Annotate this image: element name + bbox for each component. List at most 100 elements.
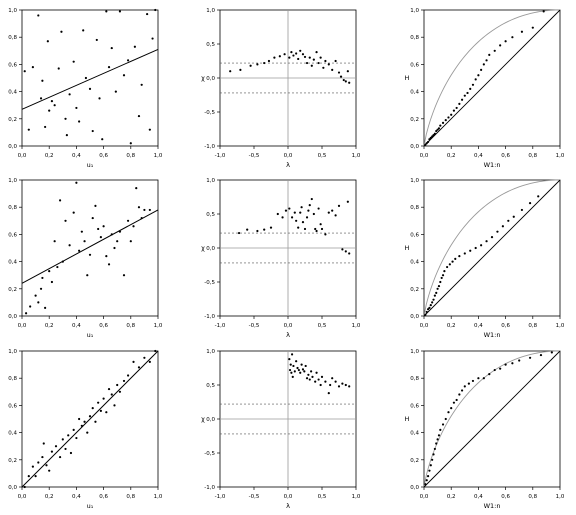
y-tick-label: 0,8 (410, 205, 419, 211)
data-point (107, 66, 111, 69)
data-point (105, 255, 108, 258)
regression-line (21, 350, 159, 488)
y-tick-label: 1,0 (410, 8, 419, 14)
panel-2-1: 0,0 0,2 0,4 0,6 0,8 1,0 0,0 0,2 0,4 0,6 0,8 1,0 u₁ (8, 178, 163, 339)
data-point (58, 199, 62, 202)
data-point (102, 225, 105, 228)
data-point (107, 263, 111, 266)
data-point (99, 409, 102, 412)
data-point (146, 12, 149, 16)
y-tick-label: 0,2 (8, 458, 17, 464)
data-point (118, 230, 122, 233)
data-point (303, 227, 307, 231)
data-point (29, 305, 32, 308)
data-point (324, 59, 327, 63)
data-point (463, 385, 466, 388)
data-point (348, 252, 351, 255)
data-point (86, 431, 89, 434)
x-tick-label: 0,0 (18, 153, 27, 159)
data-point (550, 351, 553, 354)
y-tick-label: -1,0 (204, 144, 215, 150)
data-point (482, 377, 485, 380)
data-point (256, 229, 259, 233)
data-point (86, 274, 89, 277)
data-point (463, 252, 466, 255)
y-axis-label: χ (201, 415, 205, 423)
data-point (290, 216, 294, 219)
x-tick-label: 0,0 (284, 153, 293, 159)
data-point (425, 142, 428, 145)
data-point (122, 74, 126, 77)
data-point (295, 360, 298, 363)
y-tick-label: -0,5 (204, 280, 215, 286)
y-tick-label: 0,5 (206, 383, 215, 389)
data-point (299, 49, 302, 52)
x-axis-label: W1:n (484, 502, 501, 510)
data-point (435, 291, 438, 294)
data-point (78, 417, 81, 421)
data-point (61, 260, 64, 263)
data-point (78, 249, 81, 252)
data-point (520, 30, 524, 33)
panel-3-1: 0,0 0,2 0,4 0,6 0,8 1,0 0,0 0,2 0,4 0,6 0,8 1,0 u₁ (8, 349, 163, 510)
data-point (31, 66, 34, 69)
plot-frame (21, 179, 159, 317)
data-point (118, 390, 122, 393)
data-point (444, 417, 447, 421)
x-tick-label: 0,0 (18, 494, 27, 500)
data-point (319, 383, 322, 387)
data-point (452, 109, 456, 112)
x-tick-label: 0,6 (99, 494, 108, 500)
data-point (307, 373, 310, 376)
data-point (463, 94, 466, 97)
data-point (91, 407, 94, 410)
data-point (301, 368, 305, 371)
data-point (64, 447, 67, 451)
y-tick-label: 1,0 (206, 349, 215, 355)
y-tick-label: 0,6 (410, 232, 419, 238)
data-point (460, 389, 464, 392)
data-point (444, 119, 447, 122)
data-point (460, 98, 464, 101)
data-point (458, 255, 461, 258)
data-point (317, 207, 320, 210)
data-point (105, 411, 108, 414)
data-point (504, 363, 507, 366)
data-point (437, 434, 441, 437)
data-point (446, 265, 449, 269)
data-point (42, 442, 45, 445)
x-tick-label: 0,2 (45, 494, 54, 500)
data-point (324, 380, 327, 383)
data-point (48, 109, 51, 112)
y-tick-label: 0,6 (8, 403, 17, 409)
data-point (24, 312, 28, 315)
y-tick-label: 1,0 (8, 178, 17, 184)
data-point (485, 59, 488, 62)
x-tick-label: 0,6 (501, 153, 510, 159)
data-point (88, 253, 92, 256)
y-tick-label: 0,4 (8, 260, 17, 266)
data-point (315, 229, 318, 233)
data-point (308, 56, 311, 59)
y-axis-label: χ (201, 244, 205, 252)
y-tick-label: 0,2 (410, 287, 419, 293)
data-point (435, 129, 438, 133)
data-point (301, 221, 305, 224)
data-point (95, 38, 98, 42)
data-point (148, 208, 151, 212)
data-point (105, 10, 108, 13)
data-point (344, 80, 347, 83)
data-point (528, 202, 532, 205)
y-axis-label: H (405, 244, 410, 252)
data-point (480, 244, 483, 247)
x-tick-label: 0,8 (126, 323, 135, 329)
y-tick-label: -1,0 (204, 485, 215, 491)
data-point (428, 306, 431, 309)
data-point (292, 364, 295, 368)
data-point (288, 358, 291, 361)
data-point (297, 57, 300, 61)
data-point (88, 87, 92, 90)
data-point (80, 424, 83, 427)
data-point (137, 206, 141, 209)
data-point (307, 209, 310, 212)
